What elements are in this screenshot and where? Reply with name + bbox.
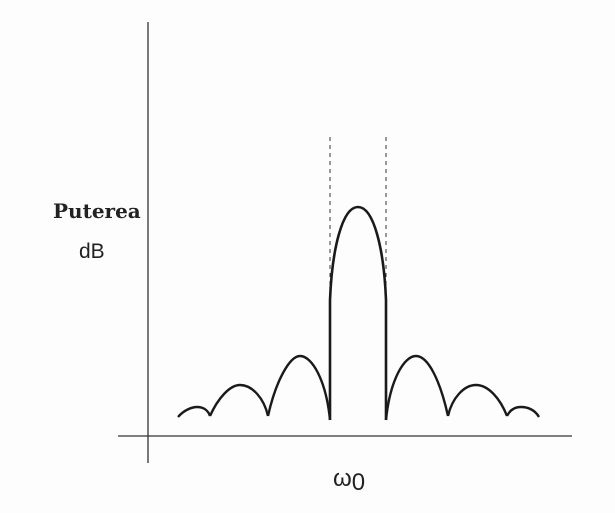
side-lobe-left-1 <box>266 354 332 421</box>
y-axis-title: Puterea <box>53 199 141 223</box>
side-lobe-left-3 <box>177 405 212 418</box>
side-lobe-left-2 <box>208 383 270 417</box>
y-axis-unit: dB <box>79 240 105 263</box>
side-lobe-right-1 <box>384 354 450 421</box>
side-lobe-right-3 <box>505 405 541 418</box>
side-lobe-right-2 <box>446 383 509 417</box>
omega-subscript: 0 <box>351 469 366 496</box>
omega-symbol: ω <box>333 465 352 492</box>
main-lobe <box>328 205 388 420</box>
x-axis-label: ω0 <box>333 465 366 496</box>
